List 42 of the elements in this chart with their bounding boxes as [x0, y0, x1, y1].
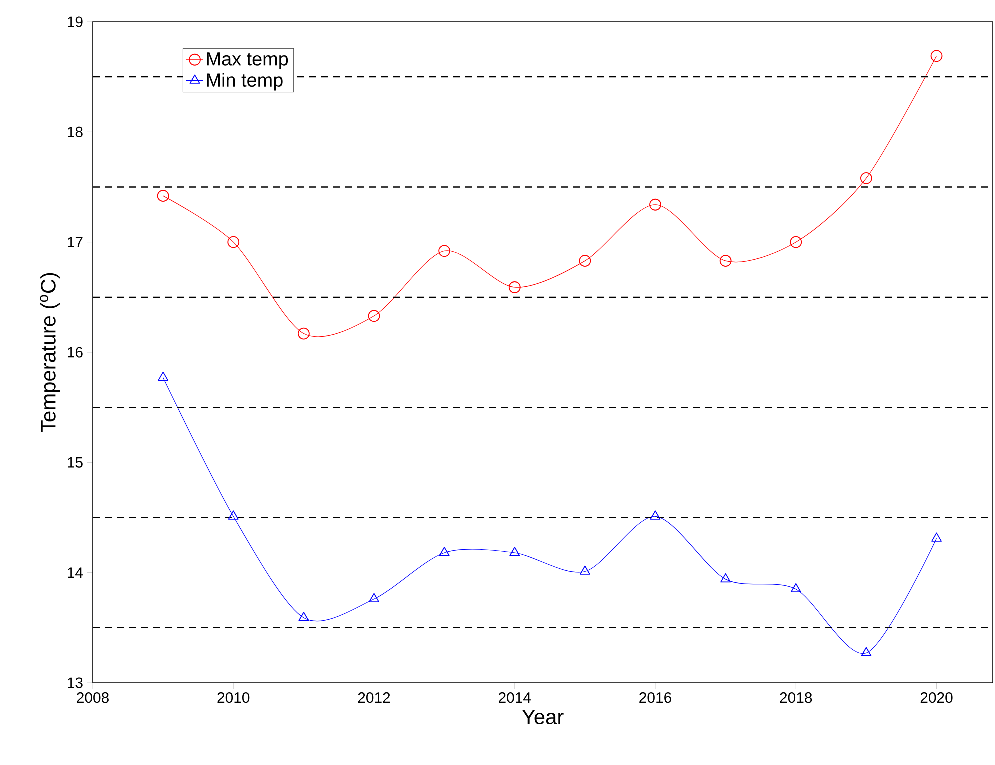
- point: [790, 236, 802, 248]
- point: [861, 647, 872, 656]
- y-tick-label: 14: [68, 568, 84, 578]
- point: [157, 190, 170, 202]
- point: [228, 236, 240, 248]
- point: [650, 198, 662, 211]
- x-tick-label: 2014: [499, 692, 532, 704]
- point: [720, 255, 732, 268]
- point: [790, 583, 802, 593]
- y-tick-label: 15: [68, 457, 83, 468]
- legend-label: Min temp: [207, 73, 283, 91]
- x-tick-label: 2016: [640, 692, 672, 704]
- x-tick-label: 2010: [218, 692, 250, 704]
- x-axis-title: Year: [522, 710, 564, 725]
- point: [510, 547, 520, 556]
- point: [580, 566, 590, 575]
- y-tick-label: 17: [68, 237, 83, 248]
- x-tick-label: 2008: [77, 692, 109, 704]
- legend-label: Max temp: [207, 52, 288, 70]
- point: [860, 172, 872, 184]
- point: [932, 532, 942, 542]
- point: [508, 282, 521, 294]
- point: [369, 593, 380, 602]
- point: [579, 255, 592, 268]
- x-tick-label: 2020: [920, 692, 953, 704]
- point: [298, 612, 310, 622]
- y-axis-title: Temperature ($^{o}$C): [40, 273, 60, 433]
- x-tick-label: 2012: [358, 692, 390, 704]
- point: [720, 573, 732, 583]
- y-tick-label: 13: [68, 678, 83, 688]
- point: [438, 245, 451, 258]
- point: [158, 372, 169, 382]
- x-tick-label: 2018: [780, 692, 812, 704]
- point: [439, 547, 450, 556]
- point: [930, 50, 943, 62]
- y-tick-label: 19: [68, 16, 83, 28]
- point: [228, 510, 239, 520]
- y-tick-label: 16: [68, 347, 83, 358]
- point: [298, 328, 310, 340]
- point: [368, 310, 380, 322]
- y-tick-label: 18: [68, 126, 83, 138]
- point: [650, 510, 661, 520]
